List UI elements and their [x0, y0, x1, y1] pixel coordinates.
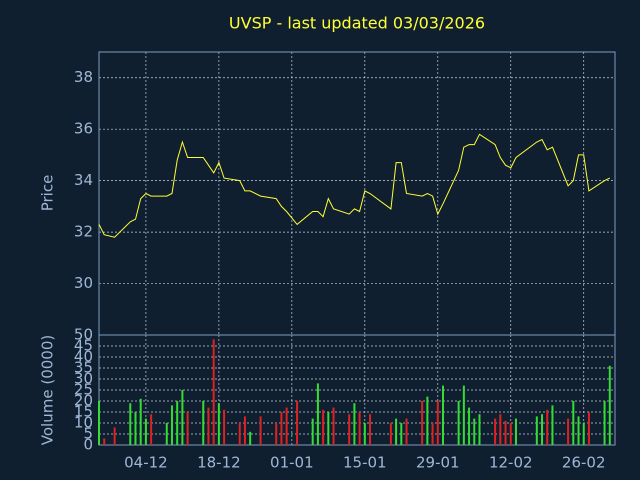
y-tick-label: 38	[74, 68, 93, 86]
volume-bar	[348, 414, 351, 445]
volume-bar	[468, 407, 471, 445]
volume-bar	[369, 414, 372, 445]
volume-bar	[473, 418, 476, 445]
price-line	[98, 133, 611, 238]
volume-bar	[572, 401, 575, 445]
y-tick-label: 0	[83, 436, 93, 454]
volume-bar	[603, 401, 606, 445]
volume-bar	[582, 423, 585, 445]
y-tick-label: 20	[74, 392, 93, 410]
volume-bar	[405, 418, 408, 445]
volume-bar	[296, 401, 299, 445]
y-tick-label: 30	[74, 274, 93, 292]
volume-bar	[551, 405, 554, 445]
volume-bar	[400, 423, 403, 445]
volume-bar	[280, 412, 283, 445]
volume-bar	[134, 412, 137, 445]
y-tick-label: 45	[74, 337, 93, 355]
volume-bar	[514, 418, 517, 445]
volume-bar	[535, 416, 538, 445]
volume-bar	[442, 385, 444, 445]
volume-bar	[462, 385, 465, 445]
volume-bar	[363, 423, 366, 445]
volume-bar	[567, 418, 570, 445]
volume-bar	[587, 412, 590, 445]
volume-bar	[103, 438, 106, 445]
volume-bar	[358, 412, 361, 445]
volume-bar	[249, 431, 252, 445]
y-tick-label: 50	[74, 326, 93, 344]
volume-bar	[577, 416, 580, 445]
y-tick-label: 32	[74, 223, 93, 241]
volume-bar	[431, 423, 434, 445]
volume-bar	[207, 407, 210, 445]
volume-bar	[181, 390, 184, 445]
volume-bar	[322, 409, 325, 445]
volume-bar	[285, 407, 288, 445]
volume-bar	[223, 409, 226, 445]
x-tick-label: 29-01	[416, 454, 460, 472]
volume-bar	[139, 398, 142, 445]
volume-bar	[311, 418, 314, 445]
y-tick-label: 10	[74, 414, 93, 432]
y-axis-label: Price	[39, 175, 57, 212]
volume-bar	[499, 414, 502, 445]
y-tick-label: 25	[74, 381, 93, 399]
volume-bar	[546, 409, 549, 445]
volume-bar	[176, 401, 179, 445]
volume-bar	[259, 416, 262, 445]
volume-bar	[478, 414, 481, 445]
y-tick-label: 34	[74, 171, 93, 189]
volume-bar	[202, 401, 205, 445]
volume-bar	[327, 412, 330, 445]
volume-bar	[186, 412, 189, 445]
x-tick-label: 04-12	[124, 454, 168, 472]
volume-bar	[504, 420, 507, 445]
volume-bar	[238, 423, 241, 445]
y-tick-label: 36	[74, 120, 93, 138]
volume-bar	[332, 407, 335, 445]
volume-bar	[457, 401, 460, 445]
volume-bar	[144, 418, 147, 445]
y-tick-label: 30	[74, 370, 93, 388]
chart-title: UVSP - last updated 03/03/2026	[229, 14, 485, 33]
volume-bar	[494, 418, 497, 445]
x-tick-label: 18-12	[197, 454, 241, 472]
y-axis-label: Volume (0000)	[39, 335, 57, 445]
volume-bar	[421, 401, 424, 445]
volume-bar	[243, 416, 246, 445]
y-tick-label: 5	[83, 425, 93, 443]
volume-bar	[395, 418, 398, 445]
volume-bar	[170, 405, 173, 445]
volume-bar	[353, 403, 356, 445]
x-tick-label: 12-02	[489, 454, 533, 472]
volume-bar	[217, 403, 220, 445]
volume-bar	[113, 427, 116, 445]
x-tick-label: 15-01	[343, 454, 387, 472]
y-tick-label: 35	[74, 359, 93, 377]
y-tick-label: 40	[74, 348, 93, 366]
plot-frame	[98, 334, 616, 446]
volume-bar	[316, 383, 319, 445]
volume-bar	[212, 339, 215, 445]
x-tick-label: 26-02	[562, 454, 606, 472]
x-tick-label: 01-01	[270, 454, 314, 472]
volume-bar	[165, 423, 168, 445]
y-tick-label: 15	[74, 403, 93, 421]
volume-bar	[129, 403, 132, 445]
volume-bar	[98, 401, 100, 445]
volume-bar	[608, 365, 611, 445]
volume-bar	[541, 414, 544, 445]
volume-bar	[275, 423, 278, 445]
volume-bar	[150, 414, 153, 445]
volume-bar	[389, 423, 392, 445]
volume-bar	[436, 401, 439, 445]
volume-bar	[426, 396, 429, 445]
volume-bar	[509, 423, 512, 445]
